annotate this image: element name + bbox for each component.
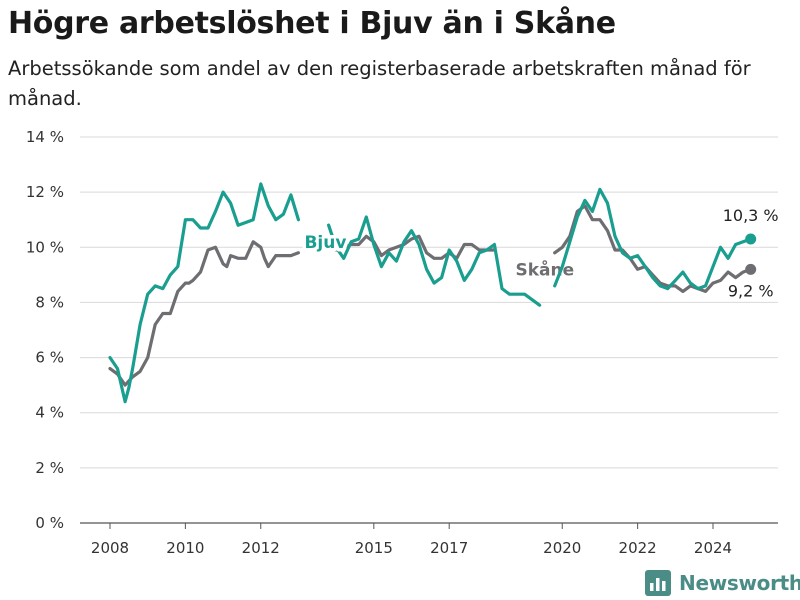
brand-logo: Newsworthy [645, 568, 800, 598]
y-tick-label: 10 % [26, 238, 64, 256]
x-tick-label: 2022 [619, 539, 657, 557]
y-tick-label: 8 % [35, 293, 64, 311]
series-label-halo-bjuv: Bjuv [304, 233, 346, 253]
series-line-sk-ne [108, 240, 300, 387]
x-tick-label: 2024 [694, 539, 732, 557]
series-line-bjuv [553, 187, 753, 291]
series-line-sk-ne [330, 234, 496, 260]
chart-subtitle: Arbetssökande som andel av den registerb… [8, 57, 751, 110]
chart-title: Högre arbetslöshet i Bjuv än i Skåne [8, 6, 616, 41]
end-value-label-bjuv: 10,3 % [723, 206, 779, 225]
end-value-label-sk-ne: 9,2 % [728, 281, 774, 300]
y-tick-label: 4 % [35, 404, 64, 422]
series-label-bjuv: Bjuv [304, 233, 346, 253]
y-tick-label: 2 % [35, 459, 64, 477]
series-endpoint-sk-ne [745, 263, 757, 275]
y-tick-label: 14 % [26, 128, 64, 146]
x-tick-label: 2012 [242, 539, 280, 557]
series-line-bjuv [108, 182, 300, 404]
x-tick-label: 2017 [430, 539, 468, 557]
series-line-bjuv [327, 215, 542, 307]
y-tick-label: 0 % [35, 514, 64, 532]
bar-chart-icon [645, 570, 671, 596]
x-tick-label: 2010 [166, 539, 204, 557]
x-tick-label: 2008 [91, 539, 129, 557]
x-tick-label: 2015 [355, 539, 393, 557]
series-endpoint-bjuv [745, 233, 757, 245]
y-tick-label: 6 % [35, 349, 64, 367]
brand-name: Newsworthy [679, 571, 800, 595]
x-tick-label: 2020 [543, 539, 581, 557]
y-tick-label: 12 % [26, 183, 64, 201]
series-label-halo-sk-ne: Skåne [515, 258, 574, 280]
